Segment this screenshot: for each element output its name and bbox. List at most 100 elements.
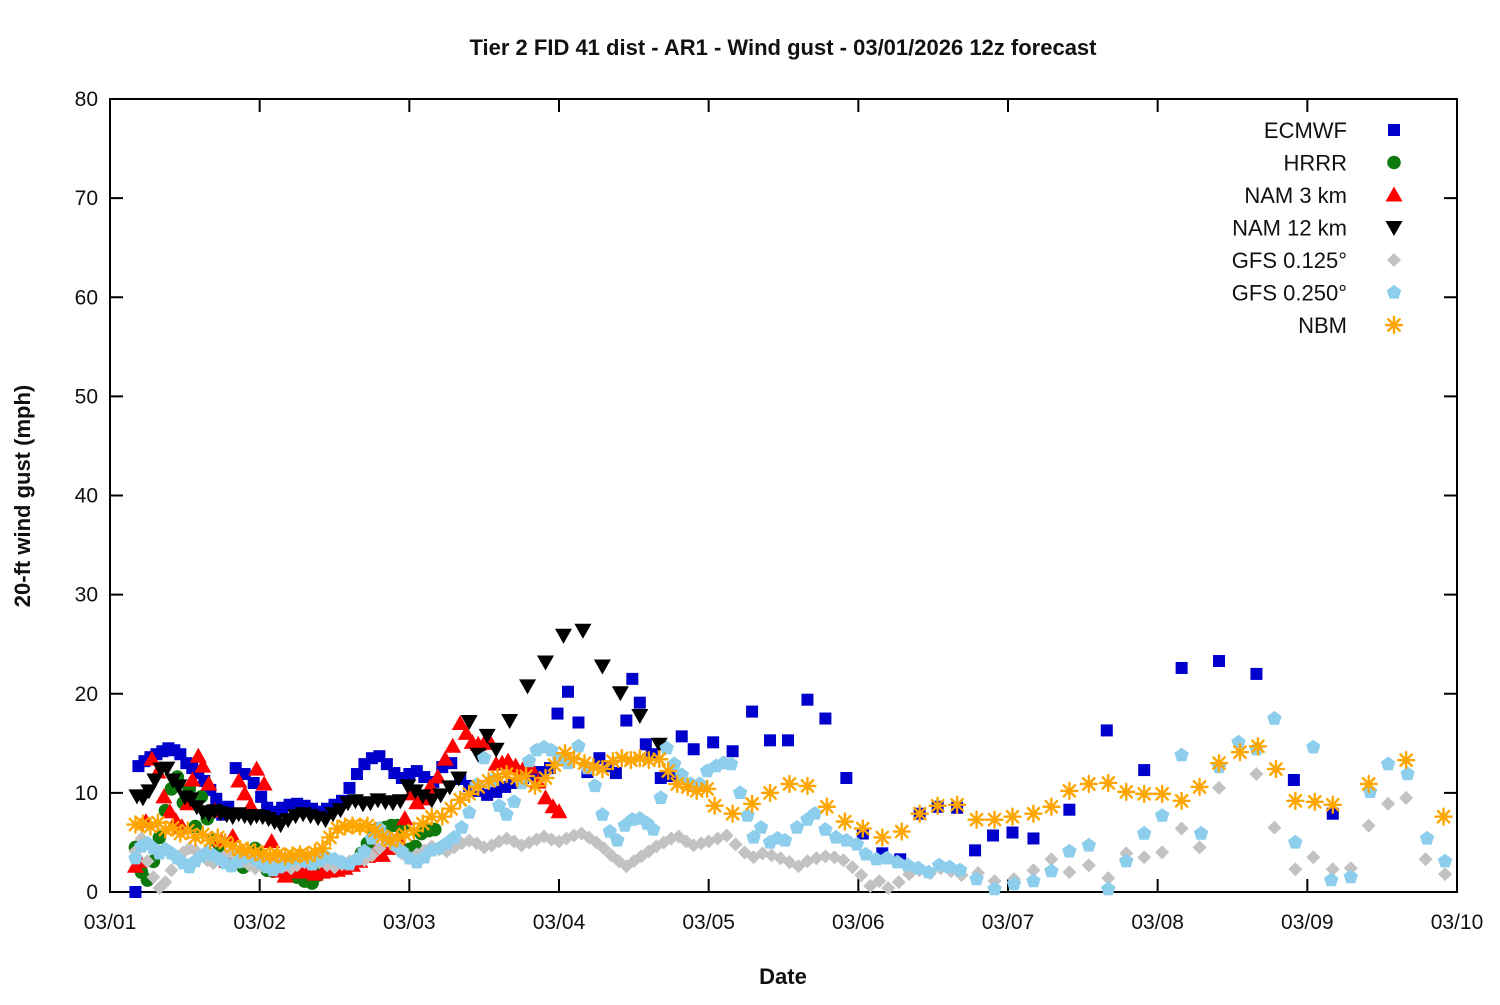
point-pentagon [587,778,603,793]
point-diamond [1249,767,1264,782]
point-asterisk [780,774,799,794]
point-circle [1387,155,1401,170]
point-asterisk [650,749,669,769]
point-triangle-down [487,742,505,758]
point-triangle-down [182,792,200,808]
asterisk-stroke [210,830,225,845]
point-pentagon [653,790,668,804]
point-triangle-down [317,813,335,829]
point-pentagon [732,785,748,799]
point-diamond [818,849,833,864]
y-axis-label: 20-ft wind gust (mph) [10,385,35,607]
point-pentagon [491,798,507,812]
point-triangle-up [263,832,281,848]
point-square [707,736,720,749]
point-asterisk [1248,737,1268,756]
point-diamond [1361,818,1376,833]
point-pentagon [462,805,477,819]
point-asterisk [928,796,947,815]
point-pentagon [506,794,522,808]
point-pentagon [1062,843,1077,858]
point-square [969,844,982,857]
point-pentagon [610,832,625,847]
x-tick-label: 03/09 [1281,911,1334,934]
asterisk-stroke [1005,809,1020,824]
point-triangle-down [537,655,555,671]
point-pentagon [1119,853,1134,868]
point-triangle-down [460,715,478,731]
point-pentagon [595,807,610,821]
point-diamond [1325,862,1340,877]
point-triangle-up [276,867,294,883]
point-asterisk [1434,807,1453,826]
point-asterisk [545,755,564,775]
point-asterisk [817,797,837,816]
point-pentagon [818,822,833,836]
asterisk-stroke [837,814,852,829]
legend-label: NAM 12 km [1232,216,1347,241]
point-circle [152,830,167,845]
point-square [561,685,574,698]
point-asterisk [413,814,433,833]
point-diamond [854,868,869,883]
asterisk-stroke [623,753,638,768]
asterisk-stroke [820,799,834,814]
point-triangle-down [478,728,496,744]
point-asterisk [947,795,967,814]
asterisk-stroke [1026,806,1041,821]
point-asterisk [723,804,742,823]
y-tick-label: 70 [75,187,98,210]
asterisk-stroke [528,779,542,793]
asterisk-stroke [782,777,797,791]
asterisk-stroke [225,839,240,854]
y-tick-label: 20 [75,683,98,706]
asterisk-stroke [950,797,964,812]
asterisk-stroke [689,784,704,798]
point-square [675,730,688,743]
asterisk-stroke [577,756,592,771]
point-pentagon [499,807,514,821]
point-asterisk [697,779,717,799]
asterisk-stroke [424,809,439,824]
asterisk-stroke [453,792,468,807]
point-asterisk [1396,750,1416,770]
point-square [1027,832,1040,845]
asterisk-stroke [315,841,330,856]
point-pentagon [1101,881,1116,896]
point-square [687,743,700,756]
point-asterisk [910,804,929,823]
point-diamond [891,875,906,890]
point-triangle-down [650,737,668,753]
series-nbm [126,737,1453,866]
asterisk-stroke [1119,785,1134,799]
point-square [609,767,622,780]
asterisk-stroke [368,823,382,838]
point-asterisk [223,837,242,856]
point-asterisk [835,812,855,831]
y-tick-label: 10 [75,782,98,805]
point-pentagon [1306,739,1321,754]
point-triangle-up [429,768,447,784]
asterisk-stroke [165,820,180,835]
asterisk-stroke [745,796,759,811]
point-pentagon [1400,766,1415,781]
point-diamond [146,870,161,885]
asterisk-stroke [1288,793,1303,808]
point-diamond [845,860,860,875]
point-pentagon [602,823,618,838]
y-tick-label: 0 [86,881,98,904]
point-asterisk [705,796,724,815]
point-triangle-up [155,788,173,804]
point-triangle-down [631,709,649,725]
point-triangle-up [183,771,201,787]
chart-title: Tier 2 FID 41 dist - AR1 - Wind gust - 0… [469,35,1097,60]
point-diamond [1418,852,1433,867]
point-pentagon [1324,872,1339,887]
point-pentagon [1380,756,1396,771]
point-asterisk [186,828,205,847]
point-pentagon [942,859,957,874]
asterisk-stroke [1192,780,1207,794]
point-asterisk [873,828,892,847]
point-diamond [1306,850,1321,865]
point-square [350,768,363,781]
